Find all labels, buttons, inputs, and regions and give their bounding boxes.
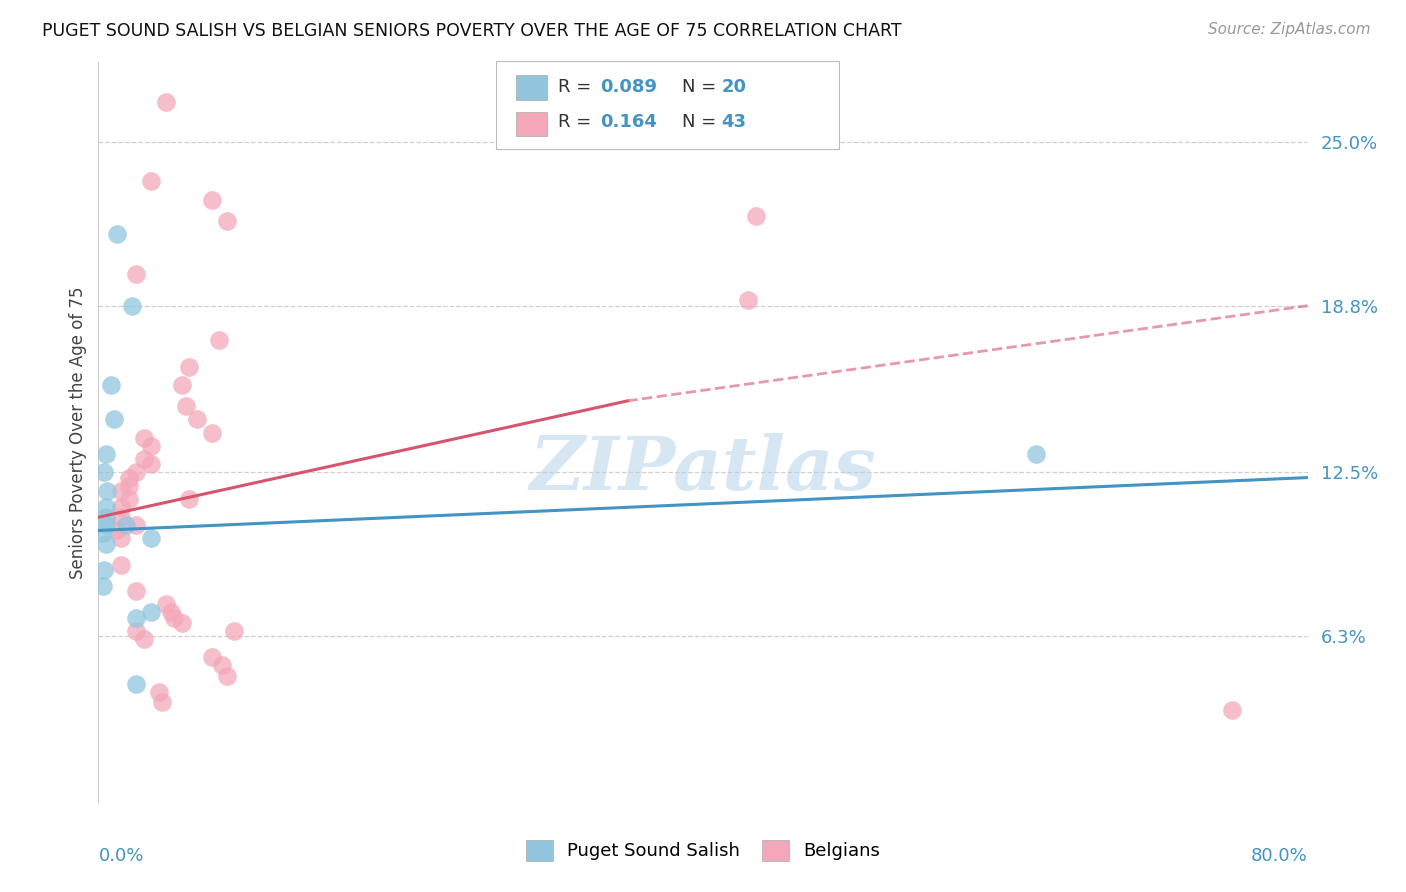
Point: [179, 491, 201, 506]
Point: [91, 579, 114, 593]
Text: R =: R =: [558, 78, 592, 95]
Point: [132, 452, 155, 467]
Point: [141, 458, 163, 472]
Point: [201, 650, 224, 665]
Point: [114, 518, 136, 533]
Point: [125, 677, 148, 691]
Point: [201, 425, 224, 440]
Point: [110, 510, 132, 524]
Text: 0.089: 0.089: [600, 78, 658, 95]
Point: [141, 174, 163, 188]
Point: [94, 447, 117, 461]
Text: Source: ZipAtlas.com: Source: ZipAtlas.com: [1208, 22, 1371, 37]
Text: 20: 20: [721, 78, 747, 95]
Point: [737, 293, 759, 308]
Text: 43: 43: [721, 113, 747, 131]
Point: [100, 378, 122, 392]
Point: [125, 518, 148, 533]
Point: [118, 491, 141, 506]
Point: [155, 95, 177, 109]
Point: [745, 209, 768, 223]
Point: [94, 500, 117, 514]
Text: N =: N =: [682, 78, 716, 95]
Point: [93, 465, 115, 479]
Point: [132, 431, 155, 445]
Point: [125, 584, 148, 599]
Point: [91, 526, 114, 541]
Text: 0.164: 0.164: [600, 113, 657, 131]
Point: [94, 510, 117, 524]
Point: [118, 478, 141, 492]
Point: [201, 193, 224, 207]
Legend: Puget Sound Salish, Belgians: Puget Sound Salish, Belgians: [519, 832, 887, 868]
Point: [110, 483, 132, 498]
Point: [118, 470, 141, 484]
Point: [150, 695, 173, 709]
Point: [125, 465, 148, 479]
Point: [94, 536, 117, 550]
Text: 0.0%: 0.0%: [98, 847, 143, 865]
Point: [103, 412, 125, 426]
Point: [170, 378, 193, 392]
Point: [94, 518, 117, 533]
Point: [215, 669, 238, 683]
Point: [1024, 447, 1046, 461]
Point: [163, 610, 186, 624]
Point: [148, 685, 170, 699]
Point: [174, 399, 197, 413]
Point: [215, 214, 238, 228]
Point: [141, 439, 163, 453]
Point: [96, 483, 118, 498]
Point: [93, 563, 115, 577]
Point: [105, 524, 128, 538]
Y-axis label: Seniors Poverty Over the Age of 75: Seniors Poverty Over the Age of 75: [69, 286, 87, 579]
Point: [141, 606, 163, 620]
Point: [186, 412, 208, 426]
Point: [170, 615, 193, 630]
Point: [155, 598, 177, 612]
Point: [211, 658, 233, 673]
Text: 80.0%: 80.0%: [1251, 847, 1308, 865]
Point: [224, 624, 246, 638]
Point: [110, 500, 132, 514]
Point: [121, 299, 143, 313]
Point: [125, 624, 148, 638]
Point: [141, 532, 163, 546]
Point: [132, 632, 155, 646]
Point: [125, 610, 148, 624]
Point: [110, 558, 132, 572]
Point: [179, 359, 201, 374]
Text: N =: N =: [682, 113, 716, 131]
Text: PUGET SOUND SALISH VS BELGIAN SENIORS POVERTY OVER THE AGE OF 75 CORRELATION CHA: PUGET SOUND SALISH VS BELGIAN SENIORS PO…: [42, 22, 901, 40]
Text: R =: R =: [558, 113, 592, 131]
Point: [208, 333, 231, 347]
Point: [105, 227, 128, 242]
Point: [1220, 703, 1243, 717]
Text: ZIPatlas: ZIPatlas: [530, 434, 876, 506]
Point: [125, 267, 148, 281]
Point: [160, 606, 183, 620]
Point: [110, 532, 132, 546]
